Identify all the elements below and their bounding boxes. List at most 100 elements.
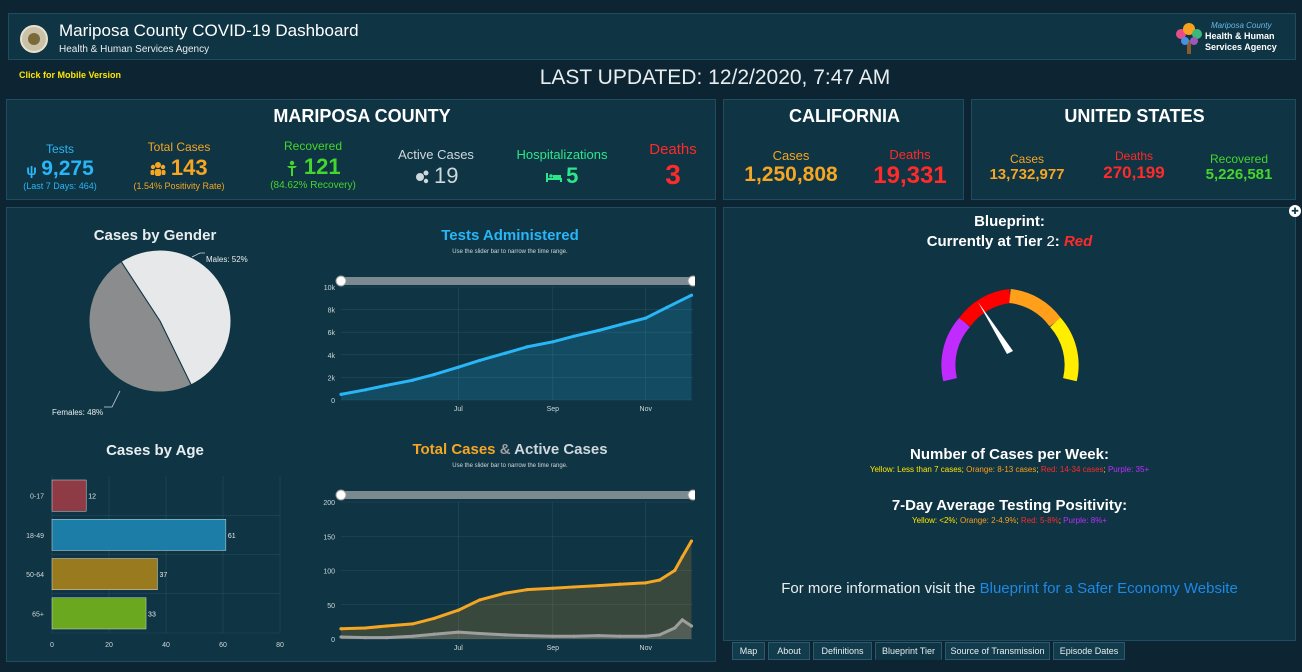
x-tick-label: 0 xyxy=(50,642,54,649)
x-tick-label: Jul xyxy=(454,406,463,413)
us-cases-stat: Cases 13,732,977 xyxy=(976,152,1078,183)
data-point xyxy=(339,627,343,631)
page-title: Mariposa County COVID-19 Dashboard xyxy=(59,21,359,40)
active-cases-stat: Active Cases 19 xyxy=(390,147,482,189)
data-point xyxy=(411,634,415,638)
x-tick-label: 40 xyxy=(162,642,170,649)
data-point xyxy=(596,633,601,638)
data-point xyxy=(456,608,460,612)
cases-chart-hint: Use the slider bar to narrow the time ra… xyxy=(452,463,568,469)
data-point xyxy=(411,622,415,626)
slider-handle-end xyxy=(687,275,695,287)
legend-segment: Purple: 35+ xyxy=(1107,465,1150,474)
tests-value: 9,275 xyxy=(41,157,94,180)
us-deaths-value: 270,199 xyxy=(1103,163,1165,182)
data-point xyxy=(478,631,482,636)
data-point xyxy=(673,626,677,630)
mariposa-title: MARIPOSA COUNTY xyxy=(273,106,451,126)
logo-line-1: Mariposa County xyxy=(1211,21,1272,30)
tests-stat: Tests ψ 9,275 (Last 7 Days: 464) xyxy=(13,142,107,191)
series-area-0 xyxy=(341,295,692,400)
hospitalizations-value: 5 xyxy=(566,163,579,188)
gauge-yellow-segment xyxy=(1049,317,1079,382)
tier-prefix: Currently at Tier xyxy=(926,233,1047,250)
tab-definitions[interactable]: Definitions xyxy=(813,642,872,660)
recovered-label: Recovered xyxy=(283,139,343,153)
data-point xyxy=(644,581,648,585)
x-tick-label: Nov xyxy=(640,406,653,413)
tests-area-chart[interactable]: 0 2k 4k 6k 8k 10k Jul Sep Nov xyxy=(315,272,695,422)
page-subtitle: Health & Human Services Agency xyxy=(59,44,210,55)
y-tick-label: 0 xyxy=(331,398,335,405)
hospitalizations-stat: Hospitalizations 5 xyxy=(501,147,623,189)
cases-chart-title: Total Cases & Active Cases xyxy=(380,441,640,458)
mobile-version-link[interactable]: Click for Mobile Version xyxy=(19,70,122,80)
data-point xyxy=(657,633,662,637)
cases-per-week-title: Number of Cases per Week: xyxy=(910,446,1109,463)
males-leader-line xyxy=(191,252,205,258)
cases-area-chart[interactable]: 0 50 100 150 200 Jul Sep Nov xyxy=(315,487,695,657)
data-point xyxy=(432,632,436,636)
series-line-0 xyxy=(340,540,693,631)
more-info: For more information visit the Blueprint… xyxy=(723,580,1296,597)
tab-source-of-transmission[interactable]: Source of Transmission xyxy=(945,642,1050,660)
slider-handle-start xyxy=(335,275,347,287)
us-deaths-stat: Deaths 270,199 xyxy=(1084,149,1184,183)
positivity-legend: Yellow: <2%; Orange: 2-4.9%; Red: 5-8%; … xyxy=(723,516,1296,525)
ca-cases-value: 1,250,808 xyxy=(744,163,838,186)
y-tick-label: 0 xyxy=(331,637,335,644)
header-bar: Mariposa County COVID-19 Dashboard Healt… xyxy=(8,13,1296,60)
gauge-red-segment xyxy=(959,289,1012,327)
slider-handle-start xyxy=(335,489,347,501)
data-point xyxy=(385,636,389,640)
gauge-orange-segment xyxy=(1008,289,1061,327)
data-point xyxy=(432,372,436,377)
us-cases-label: Cases xyxy=(1009,152,1044,166)
data-label: 12 xyxy=(88,494,96,501)
y-tick-label: 50 xyxy=(327,603,335,610)
gender-pie-chart[interactable]: Males: 52% Females: 48% xyxy=(20,245,300,430)
data-point xyxy=(689,293,694,297)
active-cases-value: 19 xyxy=(433,163,459,188)
tests-sub: (Last 7 Days: 464) xyxy=(23,181,97,191)
legend-segment: ; xyxy=(1036,465,1041,474)
tree-logo-icon xyxy=(1176,23,1202,54)
us-recovered-label: Recovered xyxy=(1209,152,1269,166)
tab-map[interactable]: Map xyxy=(732,642,765,660)
data-point xyxy=(385,624,389,628)
tab-episode-dates[interactable]: Episode Dates xyxy=(1053,642,1125,660)
total-cases-stat: Total Cases 143 (1.54% Positivity Rate) xyxy=(119,140,239,191)
age-bar-chart[interactable]: 0 20 40 60 80 0-17 12 18-49 61 50-64 37 65+ 33 xyxy=(16,473,306,658)
people-group-icon xyxy=(150,161,166,177)
legend-segment: ; xyxy=(1016,516,1021,525)
legend-segment: Orange: 8-13 cases xyxy=(966,465,1037,474)
tab-blueprint-tier[interactable]: Blueprint Tier xyxy=(875,642,942,660)
data-label: 33 xyxy=(148,611,156,618)
us-panel: UNITED STATES Cases 13,732,977 Deaths 27… xyxy=(971,99,1296,200)
tests-chart-title: Tests Administered xyxy=(441,227,579,244)
active-cases-label: Active Cases xyxy=(398,147,474,162)
legend-segment: ; xyxy=(1058,516,1064,525)
deaths-stat: Deaths 3 xyxy=(637,141,709,191)
data-point xyxy=(503,351,508,355)
total-cases-label: Total Cases xyxy=(147,140,211,154)
blueprint-website-link[interactable]: Blueprint for a Safer Economy Website xyxy=(979,580,1238,597)
cases-title-total: Total Cases xyxy=(412,441,496,458)
data-point xyxy=(680,618,684,622)
pie-slice-males xyxy=(120,249,232,386)
data-point xyxy=(411,378,415,382)
y-tick-label: 4k xyxy=(328,353,336,360)
tab-about[interactable]: About xyxy=(768,642,810,660)
expand-icon[interactable]: ✚ xyxy=(1289,205,1301,217)
gauge-purple-segment xyxy=(941,317,971,382)
legend-segment: Orange: 2-4.9% xyxy=(959,516,1017,525)
mariposa-panel: MARIPOSA COUNTY Tests ψ 9,275 (Last 7 Da… xyxy=(6,99,716,200)
data-point xyxy=(525,633,529,638)
y-tick-label: 10k xyxy=(324,285,336,292)
us-recovered-value: 5,226,581 xyxy=(1205,166,1273,183)
logo-line-2: Health & Human xyxy=(1205,31,1275,41)
last-updated: LAST UPDATED: 12/2/2020, 7:47 AM xyxy=(539,66,891,89)
recovered-value: 121 xyxy=(303,154,341,179)
y-tick-label: 8k xyxy=(328,308,336,315)
data-point xyxy=(657,578,662,582)
